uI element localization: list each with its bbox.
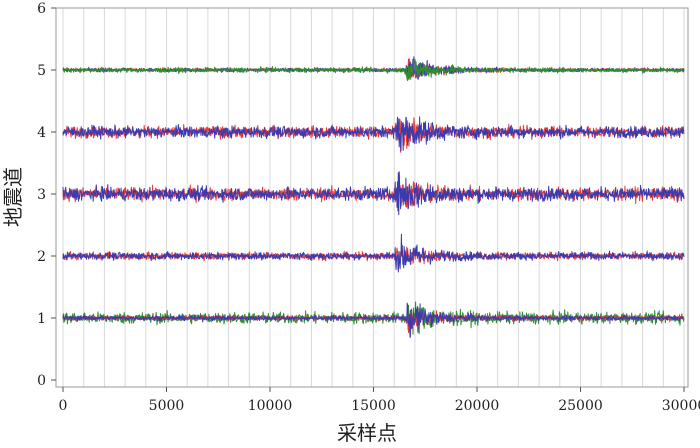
y-tick-label: 0 bbox=[37, 373, 46, 389]
y-axis-label: 地震道 bbox=[1, 167, 25, 227]
y-tick-label: 3 bbox=[37, 187, 46, 203]
trace-series-line bbox=[62, 171, 685, 216]
trace-series-line bbox=[62, 302, 685, 338]
x-tick-label: 20000 bbox=[455, 398, 500, 414]
x-tick-label: 10000 bbox=[248, 398, 293, 414]
x-axis-label: 采样点 bbox=[337, 421, 397, 444]
y-tick-label: 1 bbox=[37, 311, 46, 327]
trace-series-line bbox=[62, 116, 685, 152]
y-tick-label: 4 bbox=[37, 125, 46, 141]
x-tick-label: 0 bbox=[59, 398, 68, 414]
y-tick-label: 6 bbox=[37, 1, 46, 17]
trace-series-line bbox=[62, 59, 685, 82]
trace-series-line bbox=[62, 233, 685, 273]
y-axis: 0 1 2 3 4 5 6 bbox=[37, 1, 56, 389]
x-tick-label: 25000 bbox=[558, 398, 603, 414]
y-tick-label: 5 bbox=[37, 63, 46, 79]
trace-layer bbox=[62, 56, 685, 338]
x-tick-label: 15000 bbox=[351, 398, 396, 414]
plot-frame bbox=[55, 7, 689, 388]
trace-series-line bbox=[62, 308, 685, 334]
plot-background bbox=[56, 8, 688, 387]
y-tick-label: 2 bbox=[37, 249, 46, 265]
x-tick-label: 5000 bbox=[149, 398, 185, 414]
